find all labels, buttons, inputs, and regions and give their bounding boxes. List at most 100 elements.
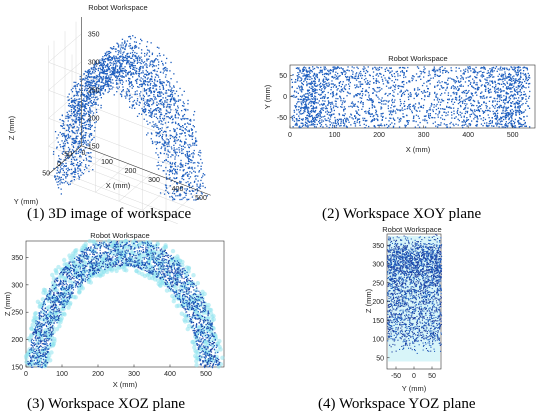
data-point (361, 90, 363, 92)
data-point (64, 140, 66, 143)
data-point (427, 95, 429, 97)
data-point (402, 71, 404, 73)
data-point (171, 171, 173, 173)
data-point (143, 111, 145, 114)
data-point (472, 68, 474, 70)
data-point (91, 88, 93, 90)
data-point (152, 65, 155, 67)
data-point (515, 73, 517, 76)
data-point (359, 121, 361, 123)
data-point (294, 105, 296, 107)
data-point (350, 102, 353, 104)
data-point (126, 95, 128, 97)
data-point (354, 117, 357, 120)
data-point (82, 139, 84, 142)
data-point (84, 103, 86, 106)
data-point (402, 116, 404, 118)
data-point (331, 101, 333, 103)
data-point (119, 56, 121, 58)
data-point (87, 118, 90, 120)
data-point (312, 123, 314, 125)
data-point (480, 80, 482, 82)
data-point (516, 109, 518, 112)
data-point (322, 83, 324, 85)
data-point (300, 103, 303, 105)
data-point (171, 115, 173, 117)
data-point (340, 89, 343, 91)
data-point (75, 100, 77, 102)
data-point (119, 69, 122, 71)
data-point (301, 70, 304, 72)
data-point (71, 153, 73, 156)
data-point (507, 107, 509, 109)
data-point (459, 98, 461, 100)
data-point (402, 109, 404, 111)
data-point (199, 183, 201, 185)
data-point (75, 88, 77, 90)
data-point (77, 116, 79, 118)
data-point (500, 120, 502, 122)
data-point (134, 91, 136, 93)
data-point (97, 85, 100, 87)
data-point (195, 175, 197, 177)
data-point (186, 122, 189, 124)
data-point (321, 119, 323, 121)
data-point (111, 74, 113, 76)
data-point (379, 89, 381, 91)
data-point (99, 89, 102, 91)
data-point (515, 97, 517, 99)
data-point (156, 132, 158, 134)
data-point (299, 89, 301, 91)
data-point (118, 59, 120, 62)
data-point (494, 112, 496, 114)
data-point (165, 90, 167, 92)
data-point (188, 134, 190, 136)
data-point (160, 91, 162, 93)
data-point (80, 80, 82, 82)
data-point (450, 121, 452, 124)
data-point (323, 86, 325, 88)
data-point (483, 101, 485, 104)
data-point (373, 119, 375, 121)
data-point (513, 125, 515, 128)
data-point (507, 86, 510, 88)
data-point (58, 160, 60, 162)
data-point (149, 84, 151, 86)
data-point (375, 78, 378, 80)
data-point (202, 182, 204, 184)
data-point (121, 69, 123, 72)
data-point (173, 151, 175, 153)
data-point (188, 177, 190, 180)
data-point (490, 74, 492, 76)
data-point (457, 80, 460, 82)
data-point (151, 110, 153, 113)
data-point (317, 67, 319, 69)
data-point (469, 99, 472, 101)
data-point (297, 68, 299, 70)
data-point (184, 123, 186, 125)
data-point (87, 75, 89, 77)
data-point (183, 102, 185, 105)
data-point (80, 150, 82, 152)
data-point (73, 141, 75, 143)
data-point (418, 126, 421, 128)
data-point (348, 83, 350, 85)
data-point (520, 76, 522, 78)
data-point (180, 159, 182, 162)
data-point (467, 119, 470, 121)
data-point (357, 77, 359, 79)
data-point (81, 102, 84, 104)
data-point (60, 188, 62, 190)
data-point (314, 78, 316, 80)
data-point (122, 61, 124, 63)
data-point (411, 112, 413, 114)
data-point (439, 75, 441, 77)
data-point (355, 77, 357, 80)
data-point (366, 80, 369, 82)
data-point (468, 80, 470, 82)
data-point (135, 55, 137, 58)
data-point (63, 159, 65, 161)
data-point (319, 117, 321, 120)
data-point (169, 151, 171, 153)
data-point (381, 100, 383, 102)
